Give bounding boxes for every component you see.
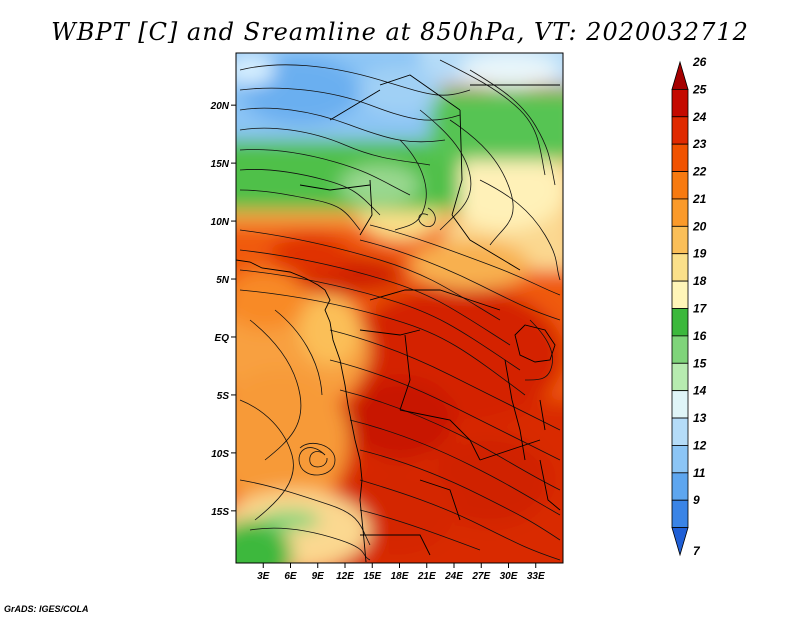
- colorbar-swatch: [671, 198, 689, 227]
- colorbar-label: 23: [692, 137, 707, 151]
- colorbar-swatch: [671, 472, 689, 501]
- lon-tick-label: 27E: [471, 571, 490, 582]
- wbpt-shaded-field: [236, 53, 563, 563]
- lat-tick-label: 10N: [211, 217, 230, 228]
- colorbar-swatch: [671, 390, 689, 419]
- colorbar-label: 19: [693, 247, 707, 261]
- colorbar-label: 13: [693, 411, 707, 425]
- colorbar-swatch: [671, 445, 689, 474]
- colorbar-label: 16: [693, 329, 707, 343]
- lon-tick-label: 6E: [284, 571, 297, 582]
- colorbar-swatch: [671, 417, 689, 446]
- lat-tick-label: 15S: [211, 507, 229, 518]
- colorbar-top-triangle: [671, 60, 689, 90]
- lon-tick-label: 18E: [391, 571, 409, 582]
- colorbar-swatch: [671, 253, 689, 282]
- colorbar-swatch: [671, 225, 689, 255]
- colorbar-swatch: [671, 499, 689, 529]
- colorbar-label: 21: [692, 192, 707, 206]
- colorbar-label: 9: [693, 493, 700, 507]
- colorbar-label: 7: [693, 544, 701, 558]
- lat-tick-label: 10S: [211, 449, 229, 460]
- colorbar-label: 18: [693, 274, 707, 288]
- lon-tick-label: 3E: [257, 571, 270, 582]
- lat-tick-label: 5S: [217, 391, 230, 402]
- colorbar-label: 12: [693, 438, 707, 452]
- colorbar-label: 17: [693, 302, 708, 316]
- lon-tick-label: 9E: [312, 571, 325, 582]
- lon-tick-label: 33E: [527, 571, 545, 582]
- colorbar-legend: 26 25 24 23 22 21 20 19 18 17 16 15 14 13 12 11 9 7: [671, 55, 708, 558]
- latitude-axis: 20N 15N 10N 5N EQ 5S 10S 15S: [210, 101, 236, 518]
- lat-tick-label: 15N: [211, 159, 230, 170]
- colorbar-label: 24: [692, 110, 707, 124]
- colorbar-swatch: [671, 88, 689, 118]
- lon-tick-label: 21E: [417, 571, 436, 582]
- lon-tick-label: 30E: [500, 571, 518, 582]
- colorbar-label: 11: [693, 466, 706, 480]
- colorbar-swatch: [671, 171, 689, 200]
- colorbar-label: 25: [692, 82, 707, 96]
- colorbar-label: 15: [693, 356, 707, 370]
- lat-tick-label: 5N: [216, 275, 230, 286]
- colorbar-label: 26: [692, 55, 707, 69]
- map-title: WBPT [C] and Sreamline at 850hPa, VT: 20…: [51, 18, 749, 46]
- lon-tick-label: 12E: [336, 571, 354, 582]
- colorbar-swatch: [671, 335, 689, 364]
- lat-tick-label: EQ: [215, 333, 230, 344]
- colorbar-bottom-triangle: [671, 527, 689, 557]
- colorbar-swatch: [671, 116, 689, 145]
- colorbar-label: 22: [692, 165, 707, 179]
- colorbar-swatch: [671, 308, 689, 337]
- colorbar-label: 14: [693, 384, 707, 398]
- country-boundaries: [236, 74, 561, 563]
- streamlines: [239, 59, 561, 561]
- grads-credit: GrADS: IGES/COLA: [4, 604, 89, 614]
- lat-tick-label: 20N: [210, 101, 230, 112]
- colorbar-swatch: [671, 362, 689, 392]
- colorbar-swatch: [671, 280, 689, 309]
- colorbar-label: 20: [692, 219, 707, 233]
- longitude-axis: 3E 6E 9E 12E 15E 18E 21E 24E 27E 30E 33E: [257, 563, 545, 582]
- colorbar-swatch: [671, 143, 689, 172]
- lon-tick-label: 24E: [444, 571, 463, 582]
- lon-tick-label: 15E: [363, 571, 381, 582]
